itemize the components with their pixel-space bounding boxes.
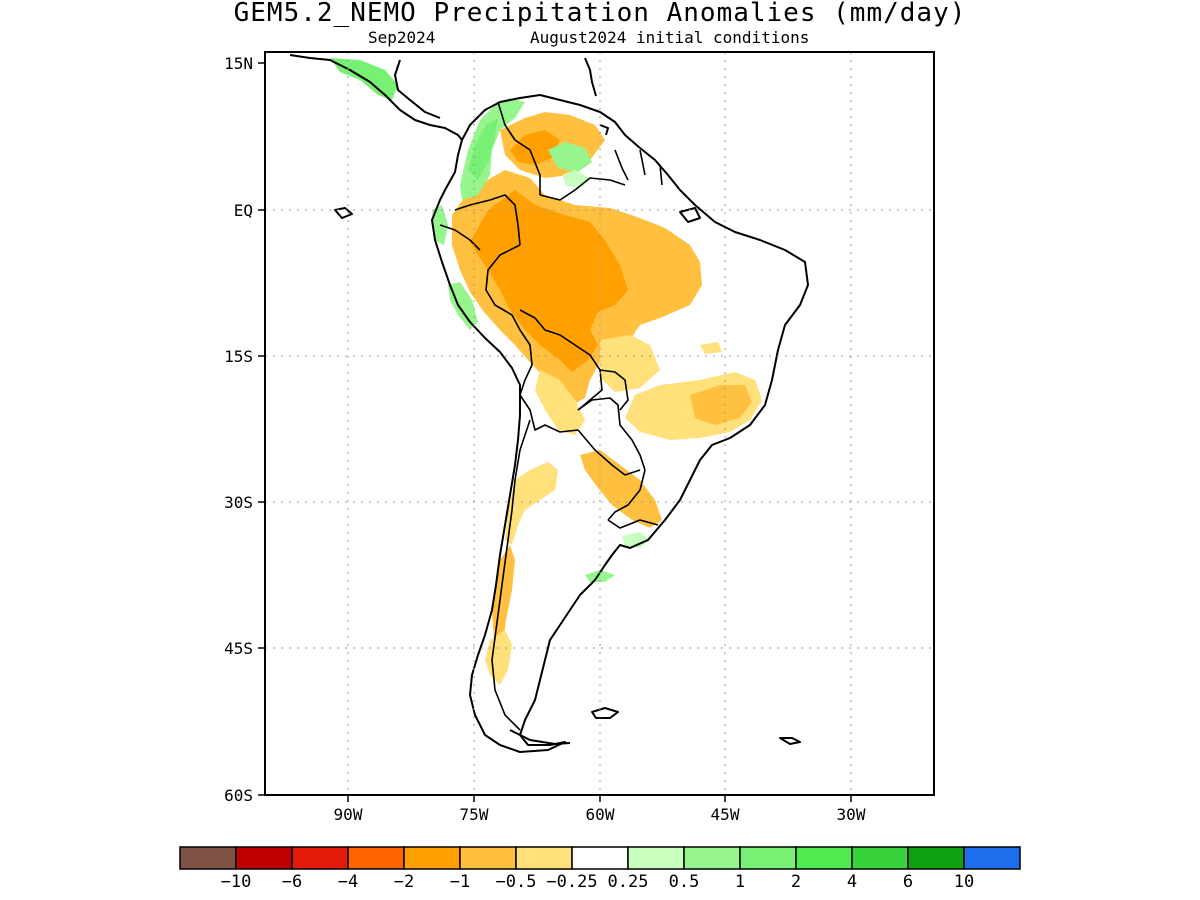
colorbar-swatch [683,846,741,870]
anomaly-wet-argentina [585,570,615,582]
tierra-del-fuego [509,729,571,745]
colorbar-label: 10 [954,872,974,892]
lat-label-60s: 60S [224,786,253,805]
anomaly-dry-southeast-brazil-core [690,385,752,425]
colorbar-swatch [571,846,629,870]
anomaly-dry-mato-grosso [600,335,660,392]
colorbar: −10 −6 −4 −2 −1 −0.5 −0.25 0.25 0.5 1 2 4 6 10 [179,846,1021,892]
colorbar-swatch [739,846,797,870]
lat-label-30s: 30S [224,493,253,512]
anomaly-dry-parana [580,450,662,528]
colorbar-label: 2 [791,872,801,892]
border-guianas [614,149,663,186]
anomaly-dry-patagonia [485,630,512,685]
colorbar-label: −1 [450,872,470,892]
colorbar-swatch [627,846,685,870]
colorbar-label: −6 [282,872,302,892]
colorbar-label: 1 [735,872,745,892]
south-georgia [779,737,801,745]
border-bolivia-brazil [599,369,629,411]
anomaly-wet-venezuela [548,142,592,172]
colorbar-label: −10 [221,872,252,892]
colorbar-swatch [179,846,237,870]
lon-label-30w: 30W [837,805,866,824]
forecast-month: Sep2024 [368,28,436,47]
lon-ticks [347,795,852,802]
coastlines [289,54,809,753]
marajo-island [679,207,701,223]
plot-frame [264,51,935,796]
lat-label-15s: 15S [224,347,253,366]
lat-label-15n: 15N [224,54,253,73]
colorbar-label: 4 [847,872,857,892]
country-borders [439,101,663,731]
border-venezuela-colombia [497,101,541,195]
lat-label-eq: EQ [234,201,253,220]
map-title: GEM5.2_NEMO Precipitation Anomalies (mm/… [233,0,967,28]
caribbean-islands [584,57,597,97]
border-bolivia [519,309,603,411]
lat-ticks [258,62,265,796]
colorbar-swatch [403,846,461,870]
colorbar-swatch [347,846,405,870]
colorbar-label: −0.5 [496,872,537,892]
border-ecuador-peru [439,224,481,251]
colorbar-swatch [235,846,293,870]
lat-label-45s: 45S [224,639,253,658]
border-colombia [454,194,521,246]
anomaly-wet-peru [448,282,478,330]
anomaly-dry-amazon-core [470,190,628,372]
anomaly-wet-colombia-core [468,118,498,180]
falkland-islands [591,707,619,719]
colorbar-swatch [291,846,349,870]
lon-label-75w: 75W [460,805,489,824]
colorbar-swatch [851,846,909,870]
colorbar-label: −0.25 [546,872,597,892]
trinidad-island [599,124,609,136]
border-argentina-brazil-uruguay [607,469,659,529]
border-venezuela-brazil [539,177,626,201]
initial-conditions-label: August2024 initial conditions [530,28,810,47]
lon-label-90w: 90W [334,805,363,824]
anomaly-field [330,58,762,685]
anomaly-dry-central-andes [505,462,558,545]
border-bolivia-paraguay-argentina [577,397,646,471]
anomaly-dry-andes-core [510,130,560,165]
border-peru-bolivia-chile [519,329,533,396]
lon-label-60w: 60W [586,805,615,824]
central-america-coastline [289,54,463,141]
central-america-caribbean-coast [394,59,441,119]
anomaly-dry-bolivia-light [535,370,585,435]
colorbar-swatch [515,846,573,870]
anomaly-wet-uruguay [622,532,650,548]
colorbar-label: −2 [394,872,414,892]
anomaly-dry-northeast-spot [700,342,722,354]
border-chile-argentina [491,394,579,731]
gridlines [265,52,934,795]
galapagos-islands [334,207,353,219]
colorbar-swatch [459,846,517,870]
colorbar-label: −4 [338,872,358,892]
colorbar-label: 0.5 [669,872,700,892]
colorbar-swatch [963,846,1021,870]
colorbar-swatch [907,846,965,870]
colorbar-swatch [795,846,853,870]
colorbar-label: 0.25 [608,872,649,892]
lon-label-45w: 45W [711,805,740,824]
south-america-coastline [431,94,809,753]
border-peru-brazil [485,244,521,331]
colorbar-label: 6 [903,872,913,892]
border-paraguay [577,429,641,476]
